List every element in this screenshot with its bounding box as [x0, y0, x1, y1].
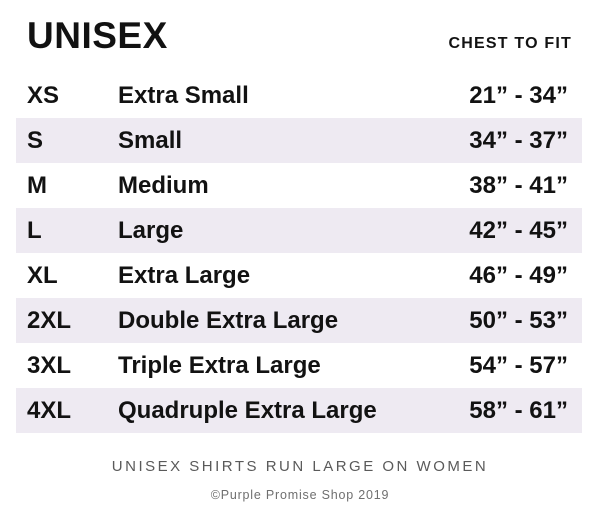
table-row: L Large 42” - 45” [16, 208, 582, 253]
table-row: M Medium 38” - 41” [16, 163, 582, 208]
table-row: S Small 34” - 37” [16, 118, 582, 163]
chest-range: 50” - 53” [469, 306, 568, 334]
size-name: Double Extra Large [118, 306, 339, 334]
chest-range: 54” - 57” [469, 351, 568, 379]
size-code: XL [27, 261, 58, 289]
table-row: 3XL Triple Extra Large 54” - 57” [16, 343, 582, 388]
size-code: S [27, 126, 44, 154]
size-code: XS [27, 81, 60, 109]
size-code: 4XL [27, 396, 72, 424]
chest-to-fit-column-label: CHEST TO FIT [448, 35, 572, 52]
size-name: Extra Large [118, 261, 251, 289]
table-row: 4XL Quadruple Extra Large 58” - 61” [16, 388, 582, 433]
size-table: XS Extra Small 21” - 34” S Small 34” - 3… [0, 73, 600, 433]
table-row: 2XL Double Extra Large 50” - 53” [16, 298, 582, 343]
chest-range: 42” - 45” [469, 216, 568, 244]
chest-range: 46” - 49” [469, 261, 568, 289]
page-title: UNISEX [27, 15, 168, 56]
size-code: L [27, 216, 42, 244]
chest-range: 38” - 41” [469, 171, 568, 199]
size-name: Large [118, 216, 184, 244]
size-name: Quadruple Extra Large [118, 396, 377, 424]
size-name: Small [118, 126, 183, 154]
table-row: XL Extra Large 46” - 49” [16, 253, 582, 298]
size-name: Triple Extra Large [118, 351, 321, 379]
size-code: M [27, 171, 47, 199]
size-name: Extra Small [118, 81, 249, 109]
copyright: ©Purple Promise Shop 2019 [210, 488, 390, 502]
table-row: XS Extra Small 21” - 34” [16, 73, 582, 118]
fit-note: UNISEX SHIRTS RUN LARGE ON WOMEN [111, 458, 489, 475]
chest-range: 34” - 37” [469, 126, 568, 154]
size-name: Medium [118, 171, 209, 199]
size-code: 2XL [27, 306, 72, 334]
chest-range: 58” - 61” [469, 396, 568, 424]
size-code: 3XL [27, 351, 72, 379]
header: UNISEX CHEST TO FIT [0, 0, 600, 73]
chest-range: 21” - 34” [469, 81, 568, 109]
